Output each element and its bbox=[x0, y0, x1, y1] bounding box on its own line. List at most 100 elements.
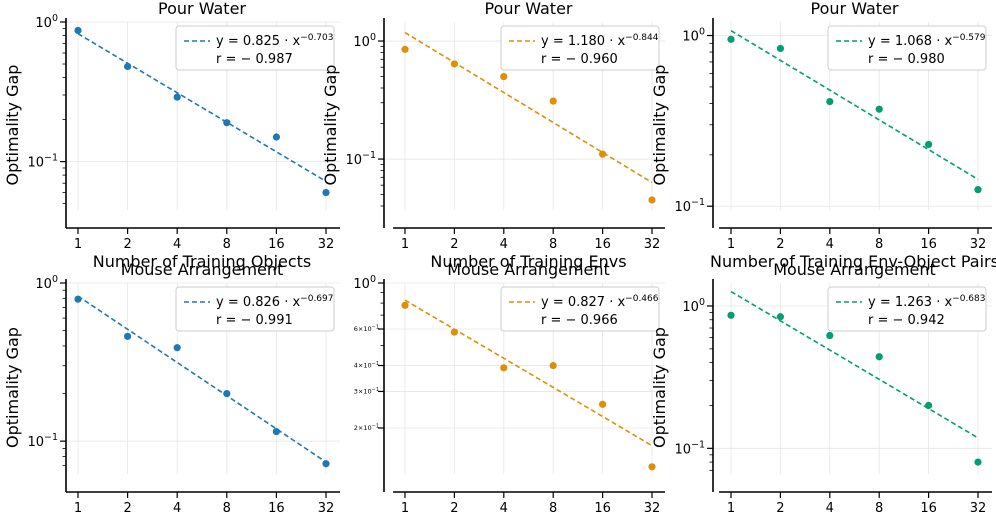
x-tick-label: 8 bbox=[223, 237, 231, 252]
y-tick-base: 10 bbox=[35, 16, 52, 31]
legend: y = 1.180 · x−0.844 r = − 0.960 bbox=[500, 25, 660, 71]
x-tick-label: 16 bbox=[594, 237, 611, 252]
y-tick-label: 10−1 bbox=[345, 150, 376, 168]
x-tick-label: 32 bbox=[644, 501, 661, 516]
legend-r-value: r = − 0.987 bbox=[216, 52, 293, 67]
data-point bbox=[401, 301, 409, 309]
y-tick-base: 10 bbox=[682, 300, 699, 315]
legend-box bbox=[175, 286, 335, 332]
data-point bbox=[727, 311, 735, 319]
y-tick-label: 2×10−1 bbox=[354, 423, 379, 432]
y-tick-label: 10−1 bbox=[27, 432, 58, 450]
x-tick-label: 32 bbox=[318, 237, 335, 252]
data-point bbox=[124, 332, 132, 340]
x-tick-label: 16 bbox=[920, 237, 937, 252]
chart-title: Pour Water bbox=[485, 0, 573, 18]
y-tick-base: 10 bbox=[682, 30, 699, 45]
legend: y = 0.825 · x−0.703 r = − 0.987 bbox=[175, 25, 335, 71]
data-point bbox=[74, 26, 82, 35]
legend-r-value: r = − 0.942 bbox=[868, 313, 945, 328]
y-axis-label: Optimality Gap bbox=[650, 65, 669, 186]
y-tick-label: 100 bbox=[35, 274, 58, 292]
x-tick-label: 16 bbox=[268, 237, 285, 252]
data-point bbox=[826, 331, 834, 340]
y-tick-base: 10 bbox=[353, 35, 370, 50]
y-tick-exponent: 0 bbox=[370, 32, 376, 43]
y-tick-exponent: −1 bbox=[44, 153, 58, 164]
legend-equation: y = 1.263 · x−0.683 bbox=[868, 294, 985, 310]
legend-box bbox=[827, 286, 987, 332]
legend-equation-base: y = 0.827 · x bbox=[541, 295, 625, 310]
x-tick-label: 16 bbox=[268, 501, 285, 516]
data-point bbox=[826, 98, 834, 106]
legend-equation: y = 0.827 · x−0.466 bbox=[541, 294, 659, 310]
data-point bbox=[549, 97, 557, 105]
y-tick-label: 100 bbox=[35, 13, 58, 31]
y-tick-exponent: 0 bbox=[52, 13, 58, 24]
y-tick-label: 3×10−1 bbox=[354, 387, 379, 396]
y-tick-base: 10 bbox=[27, 435, 44, 450]
chart-panel-5: 1006×10−14×10−13×10−12×10−112481632Numbe… bbox=[353, 260, 665, 518]
y-tick-exponent: −1 bbox=[691, 197, 705, 208]
x-tick-label: 16 bbox=[594, 501, 611, 516]
y-tick-label: 100 bbox=[353, 32, 376, 50]
chart-title: Mouse Arrangement bbox=[447, 260, 610, 279]
y-tick-label: 10−1 bbox=[674, 197, 705, 215]
x-axis-label: Number of Training Env-Object Pairs bbox=[710, 252, 996, 271]
data-point bbox=[173, 344, 181, 352]
y-tick-exponent: −1 bbox=[691, 439, 705, 450]
x-tick-label: 1 bbox=[74, 501, 82, 516]
data-point bbox=[272, 427, 280, 436]
chart-title: Mouse Arrangement bbox=[121, 260, 284, 279]
x-tick-label: 4 bbox=[173, 237, 181, 252]
y-tick-exponent: −1 bbox=[44, 432, 58, 443]
x-axis-label: Number of Training Objects bbox=[93, 252, 312, 271]
legend-equation-exponent: −0.703 bbox=[300, 33, 333, 43]
legend-equation-base: y = 1.068 · x bbox=[868, 34, 952, 49]
data-point bbox=[875, 353, 883, 361]
x-tick-label: 32 bbox=[970, 237, 987, 252]
x-tick-label: 8 bbox=[875, 501, 883, 516]
legend-box bbox=[827, 25, 987, 71]
legend-equation-base: y = 1.263 · x bbox=[868, 295, 952, 310]
fit-line bbox=[404, 31, 653, 184]
chart-title: Pour Water bbox=[158, 0, 246, 18]
y-tick-label: 100 bbox=[353, 274, 376, 292]
legend: y = 1.068 · x−0.579 r = − 0.980 bbox=[827, 25, 987, 71]
y-tick-base: 10 bbox=[674, 200, 691, 215]
x-tick-label: 1 bbox=[401, 237, 409, 252]
data-point bbox=[500, 72, 508, 81]
x-tick-label: 8 bbox=[875, 237, 883, 252]
data-point bbox=[974, 186, 982, 194]
x-tick-label: 8 bbox=[223, 501, 231, 516]
x-tick-label: 1 bbox=[727, 237, 735, 252]
y-tick-base: 10 bbox=[27, 156, 44, 171]
legend-equation-exponent: −0.683 bbox=[952, 294, 985, 304]
legend: y = 0.827 · x−0.466 r = − 0.966 bbox=[500, 286, 660, 332]
y-tick-exponent: 0 bbox=[699, 297, 705, 308]
legend: y = 0.826 · x−0.697 r = − 0.991 bbox=[175, 286, 335, 332]
x-tick-label: 2 bbox=[776, 237, 784, 252]
y-axis-label: Optimality Gap bbox=[650, 327, 669, 448]
y-tick-base: 10 bbox=[353, 277, 370, 292]
data-point bbox=[124, 62, 132, 71]
y-tick-exponent: 0 bbox=[699, 27, 705, 38]
legend-r-value: r = − 0.960 bbox=[541, 52, 618, 67]
x-tick-label: 4 bbox=[500, 237, 508, 252]
y-tick-exponent: 0 bbox=[370, 274, 376, 285]
x-axis-label: Number of Training Envs bbox=[430, 252, 626, 271]
fit-line bbox=[730, 29, 979, 181]
legend-equation: y = 0.825 · x−0.703 bbox=[216, 33, 333, 49]
y-tick-exponent: −1 bbox=[372, 387, 379, 393]
data-point bbox=[173, 93, 181, 101]
y-tick-label: 10−1 bbox=[674, 439, 705, 457]
y-axis-label: Optimality Gap bbox=[3, 65, 22, 186]
data-point bbox=[272, 133, 280, 141]
data-point bbox=[549, 361, 557, 370]
x-tick-label: 2 bbox=[450, 237, 458, 252]
